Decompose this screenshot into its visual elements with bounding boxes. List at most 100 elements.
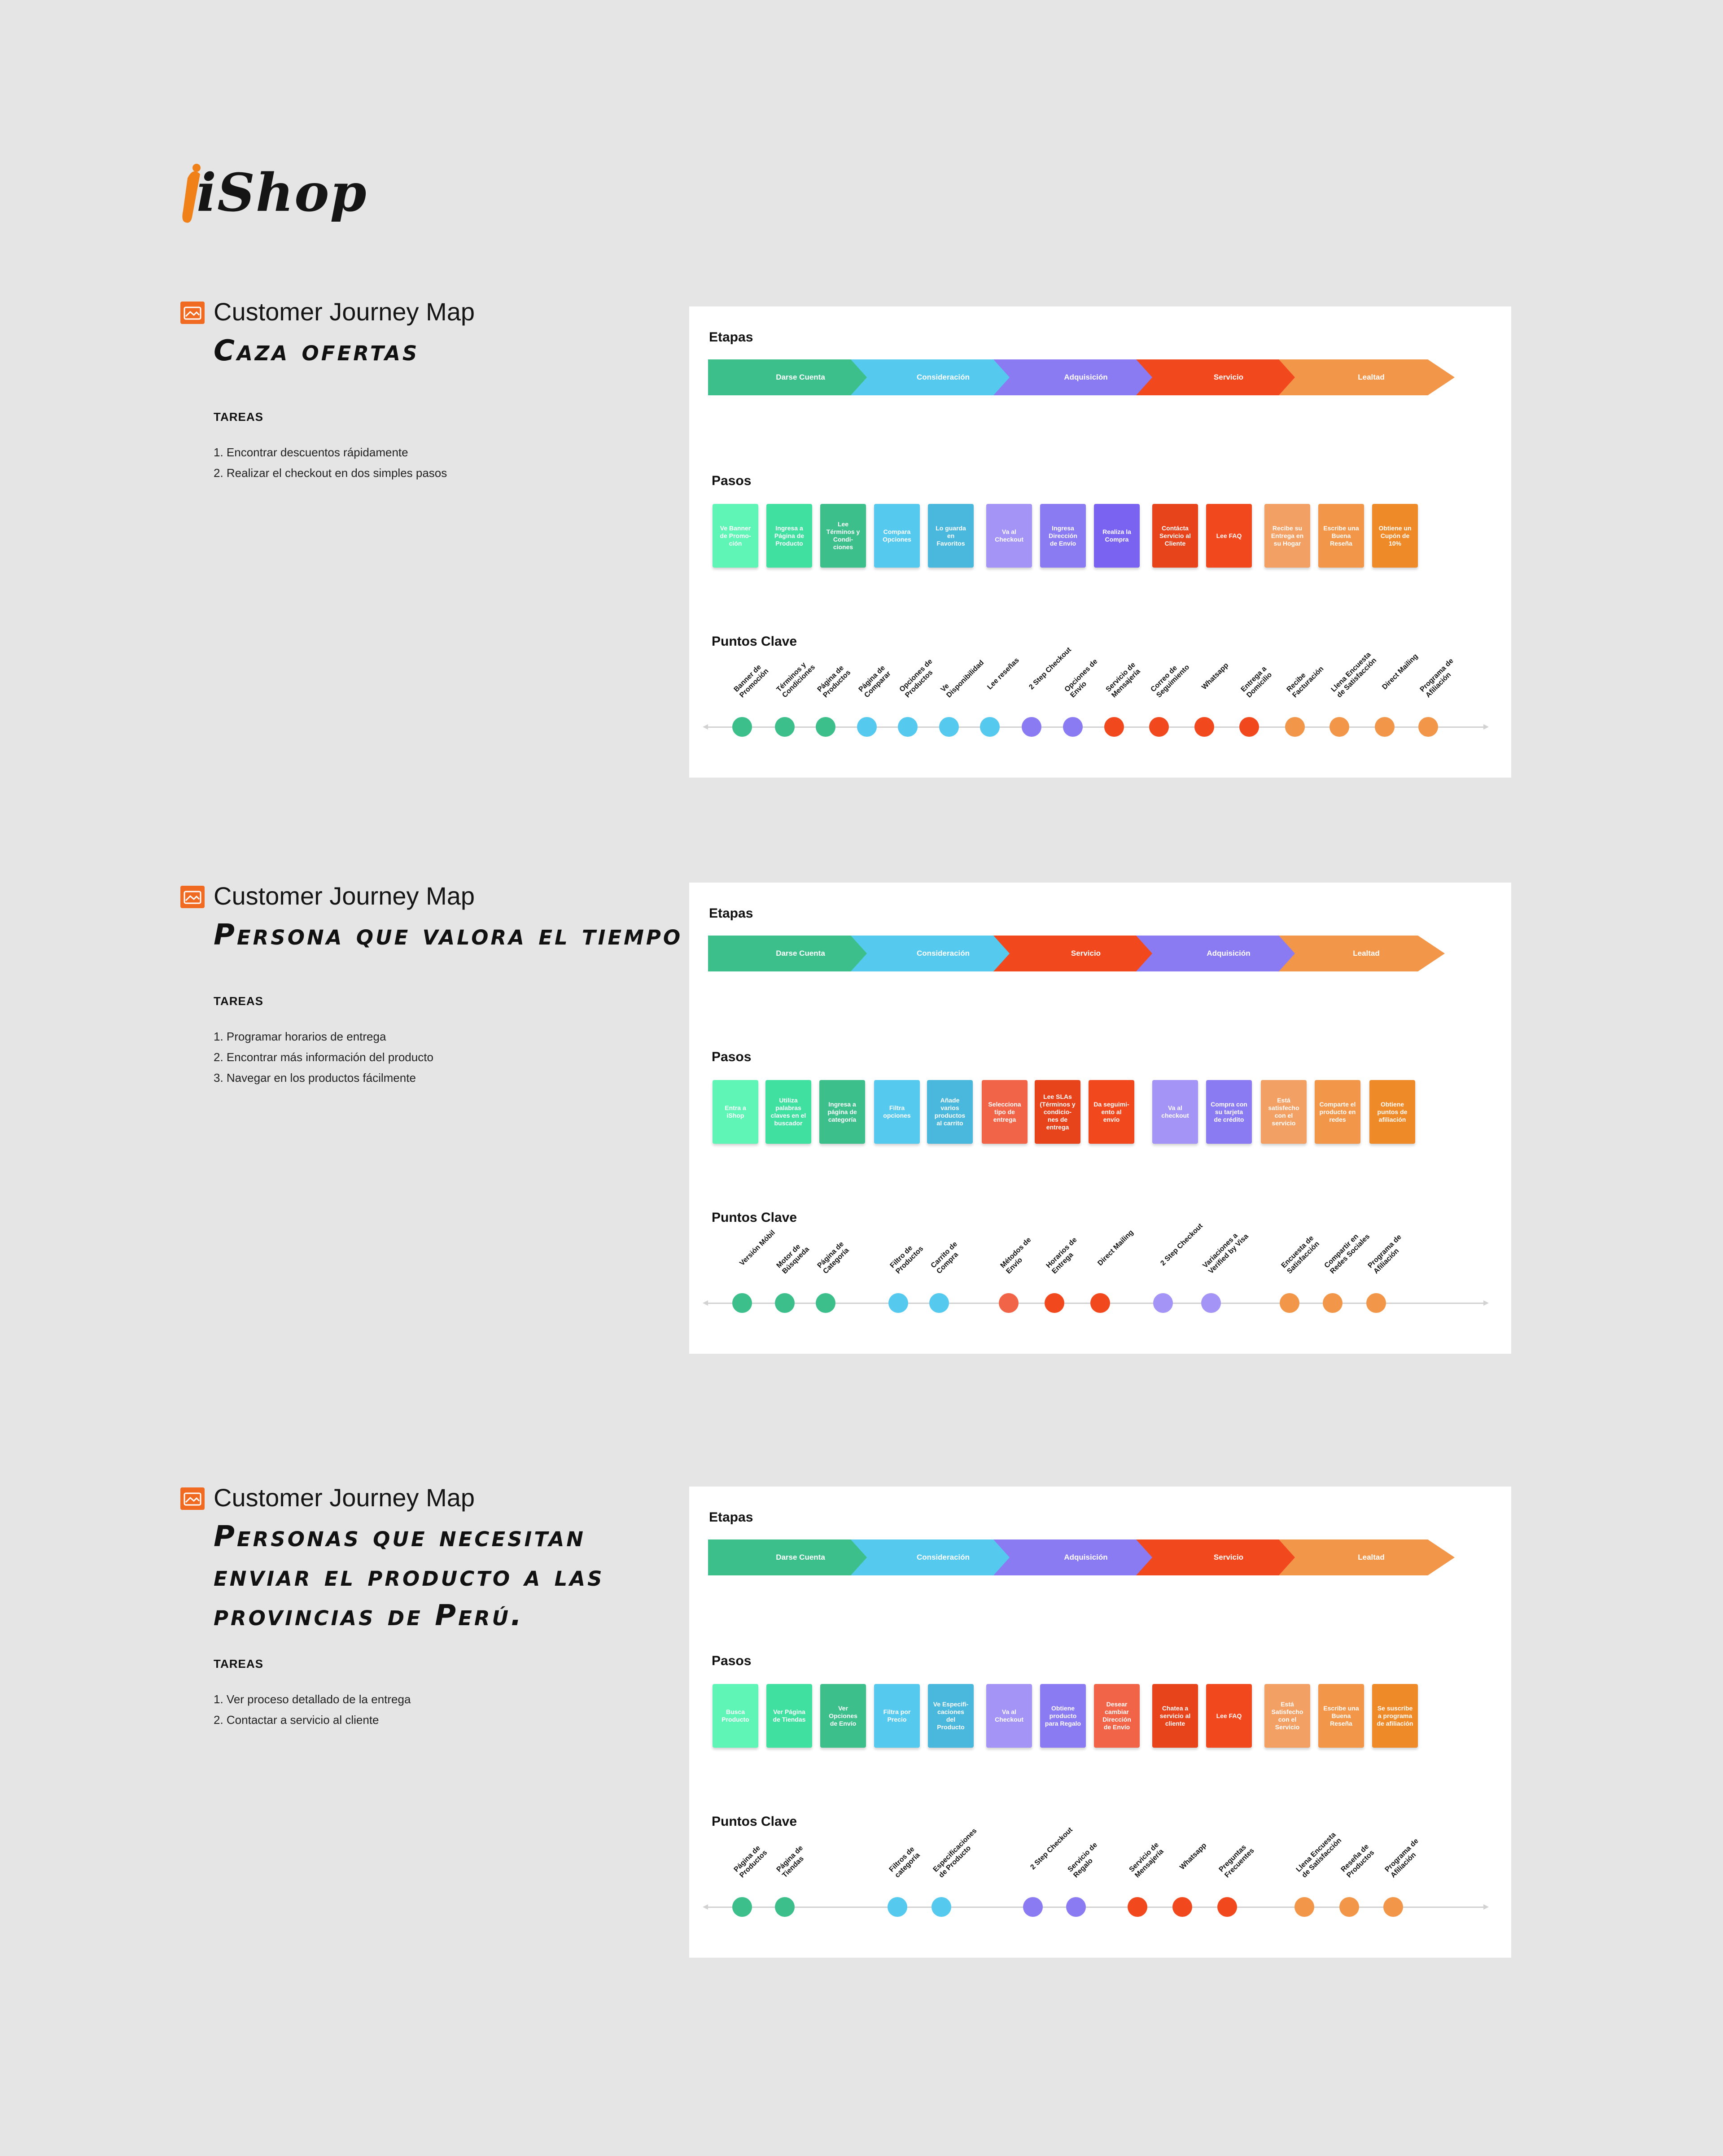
logo-wordmark: iShop: [197, 162, 367, 223]
keypoints-heading: Puntos Clave: [712, 634, 797, 649]
keypoint-label: Página de Productos: [732, 1844, 769, 1880]
keypoint-label: Compartir en Redes Sociales: [1323, 1233, 1372, 1276]
map-icon: [180, 302, 205, 324]
step-card: Está Satisfecho con el Servicio: [1264, 1684, 1310, 1748]
stage-label: Servicio: [1071, 949, 1101, 958]
step-card: Comparte el producto en redes: [1315, 1080, 1360, 1144]
keypoint-label: Whatsapp: [1200, 661, 1230, 691]
keypoint-label: Encuesta de Satisfacción: [1280, 1234, 1321, 1276]
stage-label: Adquisición: [1207, 949, 1251, 958]
keypoint-dot: [1366, 1293, 1386, 1313]
task-list: 1. Programar horarios de entrega 2. Encon…: [214, 1026, 673, 1088]
keypoint-label: Direct Mailing: [1381, 652, 1420, 691]
stage-label: Consideración: [916, 1553, 970, 1561]
step-card: Compara Opciones: [874, 504, 920, 568]
keypoint-label: Entrega a Domicilio: [1239, 665, 1274, 700]
keypoint-dot: [999, 1293, 1019, 1313]
keypoint-dot: [1149, 717, 1169, 737]
step-card: Lee SLAs (Términos y condicio- nes de en…: [1035, 1080, 1080, 1144]
stages-heading: Etapas: [709, 1510, 753, 1525]
step-card: Compra con su tarjeta de crédito: [1206, 1080, 1252, 1144]
step-card: Lee FAQ: [1206, 504, 1252, 568]
step-card: Se suscribe a programa de afiliación: [1372, 1684, 1418, 1748]
ishop-logo: [182, 164, 201, 223]
stage-label: Lealtad: [1358, 373, 1385, 381]
task-item: 2. Encontrar más información del product…: [214, 1050, 433, 1064]
keypoint-dot: [980, 717, 1000, 737]
persona-name: Caza ofertas: [214, 334, 420, 367]
map-header: Customer Journey Map: [179, 296, 673, 328]
keypoint-dot: [1418, 717, 1438, 737]
keypoint-label: Banner de Promoción: [732, 663, 770, 700]
keypoint-label: Recibe Facturación: [1285, 665, 1325, 700]
keypoint-label: Servicio de Mensajería: [1128, 1841, 1165, 1880]
stage-label: Adquisición: [1064, 1553, 1108, 1561]
keypoint-label: Preguntas Frecuentes: [1217, 1843, 1256, 1880]
stage-darse-cuenta: Darse Cuenta: [708, 1539, 884, 1575]
step-card: Ingresa a Página de Producto: [766, 504, 812, 568]
step-card: Ve Especifi- caciones del Producto: [928, 1684, 974, 1748]
stage-lealtad: Lealtad: [1279, 359, 1455, 395]
keypoint-dot: [1339, 1897, 1359, 1917]
map-title: Customer Journey Map: [214, 882, 475, 910]
stages-heading: Etapas: [709, 906, 753, 921]
step-card: Ver Opciones de Envío: [820, 1684, 866, 1748]
keypoints-heading: Puntos Clave: [712, 1210, 797, 1225]
keypoint-dot: [1285, 717, 1305, 737]
task-item: 2. Realizar el checkout en dos simples p…: [214, 466, 447, 480]
step-card: Filtra por Precio: [874, 1684, 920, 1748]
timeline-arrow-left: [703, 724, 708, 730]
journey-map-card: Etapas Darse Cuenta Consideración Adquisici…: [689, 306, 1511, 778]
step-card: Ingresa Dirección de Envío: [1040, 504, 1086, 568]
stage-label: Lealtad: [1353, 949, 1380, 958]
stage-label: Darse Cuenta: [776, 949, 825, 958]
step-card: Lee FAQ: [1206, 1684, 1252, 1748]
keypoints-heading: Puntos Clave: [712, 1814, 797, 1829]
keypoint-dot: [929, 1293, 949, 1313]
keypoint-dot: [1063, 717, 1083, 737]
journey-map-card: Etapas Darse Cuenta Consideración Adquisici…: [689, 1487, 1511, 1958]
step-card: Obtiene producto para Regalo: [1040, 1684, 1086, 1748]
keypoint-dot: [732, 1897, 752, 1917]
keypoint-label: Direct Mailing: [1096, 1229, 1135, 1268]
tasks-heading: TAREAS: [214, 410, 263, 424]
task-item: 1. Ver proceso detallado de la entrega: [214, 1692, 411, 1706]
tasks-heading: TAREAS: [214, 994, 263, 1008]
stage-servicio: Servicio: [993, 936, 1169, 971]
step-card: Lee Términos y Condi- ciones: [820, 504, 866, 568]
timeline-arrow-right: [1483, 1904, 1489, 1910]
keypoint-dot: [1217, 1897, 1237, 1917]
step-card: Obtiene un Cupón de 10%: [1372, 504, 1418, 568]
timeline-arrow-left: [703, 1300, 708, 1306]
step-card: Lo guarda en Favoritos: [928, 504, 974, 568]
stage-lealtad: Lealtad: [1279, 936, 1445, 971]
keypoint-dot: [1239, 717, 1259, 737]
keypoint-dot: [1323, 1293, 1343, 1313]
keypoint-label: Reseña de Productos: [1339, 1842, 1376, 1880]
keypoint-dot: [732, 717, 752, 737]
keypoint-label: 2 Step Checkout: [1029, 1826, 1074, 1872]
keypoint-dot: [775, 1293, 795, 1313]
keypoint-dot: [1280, 1293, 1299, 1313]
map-header: Customer Journey Map: [179, 880, 673, 912]
keypoint-dot: [1090, 1293, 1110, 1313]
keypoint-dot: [931, 1897, 951, 1917]
timeline-line: [705, 1907, 1486, 1908]
keypoint-label: 2 Step Checkout: [1159, 1222, 1204, 1268]
keypoint-dot: [1022, 717, 1041, 737]
stage-servicio: Servicio: [1136, 1539, 1312, 1575]
timeline-arrow-left: [703, 1904, 708, 1910]
keypoint-label: Especificaciones de Producto: [931, 1827, 979, 1880]
keypoint-label: Servicio de Regalo: [1066, 1841, 1099, 1880]
keypoint-label: Página de Tiendas: [775, 1844, 805, 1880]
keypoint-label: Métodos de Envío: [999, 1236, 1033, 1276]
persona-panel: Customer Journey Map Personas que necesit…: [179, 1482, 673, 1730]
stage-row: Darse Cuenta Consideración Servicio Adquisi…: [708, 936, 1471, 971]
keypoint-dot: [1066, 1897, 1086, 1917]
step-card: Escribe una Buena Reseña: [1318, 504, 1364, 568]
keypoint-dot: [857, 717, 877, 737]
stage-darse-cuenta: Darse Cuenta: [708, 359, 884, 395]
step-card: Desear cambiar Dirección de Envío: [1094, 1684, 1140, 1748]
step-card: Recibe su Entrega en su Hogar: [1264, 504, 1310, 568]
step-card: Escribe una Buena Reseña: [1318, 1684, 1364, 1748]
